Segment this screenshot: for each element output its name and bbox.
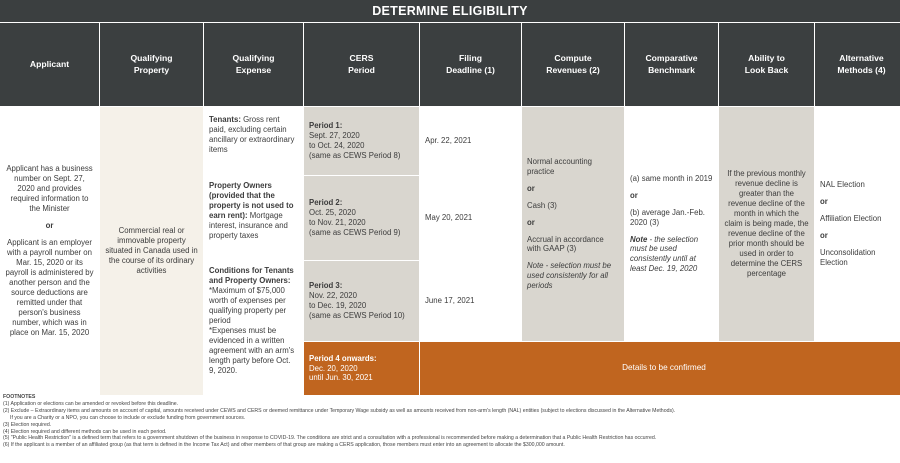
deadline-period-2: May 20, 2021 — [420, 176, 521, 260]
tenants-text: Gross rent paid, excluding certain ancil… — [209, 115, 295, 154]
revenues-option-1: Normal accounting practice — [527, 156, 593, 176]
period-1-label: Period 1: — [309, 121, 343, 131]
period-4: Period 4 onwards: Dec. 20, 2020 until Jun… — [304, 342, 419, 395]
footnote-5: (5) "Public Health Restriction" is a def… — [3, 435, 657, 442]
footnote-2-continued: If you are a Charity or a NPO, you can c… — [10, 414, 246, 421]
header-cers-period: CERS Period — [304, 23, 419, 106]
benchmark-option-b: (b) average Jan.-Feb. 2020 (3) — [630, 207, 705, 227]
period-3: Period 3: Nov. 22, 2020 to Dec. 19, 2020 … — [304, 261, 419, 341]
conditions-text-1: *Maximum of $75,000 worth of expenses pe… — [209, 285, 287, 325]
footnote-6: (6) If the applicant is a member of an a… — [3, 442, 565, 449]
footnote-3: (3) Election required. — [3, 421, 52, 428]
revenues-option-3: Accrual in accordance with GAAP (3) — [527, 234, 604, 254]
revenues-option-2: Cash (3) — [527, 200, 557, 210]
benchmark-or: or — [630, 190, 638, 200]
header-ability-to-look-back: Ability to Look Back — [719, 23, 814, 106]
look-back-text: If the previous monthly revenue decline … — [724, 169, 809, 278]
header-qualifying-property: Qualifying Property — [100, 23, 203, 106]
revenues-cell: Normal accounting practice or Cash (3) o… — [522, 107, 624, 341]
expense-tenants: Tenants: Gross rent paid, excluding cert… — [204, 107, 303, 175]
alt-method-2: Affiliation Election — [820, 214, 882, 224]
owners-text: Mortgage interest, insurance and propert… — [209, 210, 288, 240]
applicant-criterion-2: Applicant is an employer with a payroll … — [5, 238, 94, 337]
period-2-dates: Oct. 25, 2020 to Nov. 21, 2020 (same as … — [309, 208, 401, 237]
period-2: Period 2: Oct. 25, 2020 to Nov. 21, 2020 … — [304, 176, 419, 260]
page-title: DETERMINE ELIGIBILITY — [0, 0, 900, 22]
alt-methods-or-1: or — [820, 197, 828, 207]
period-1: Period 1: Sept. 27, 2020 to Oct. 24, 2020… — [304, 107, 419, 175]
header-alternative-methods: Alternative Methods (4) — [815, 23, 900, 106]
owners-label: Property Owners (provided that the prope… — [209, 181, 294, 220]
deadline-period-3: June 17, 2021 — [420, 261, 521, 341]
footnote-4: (4) Election required and different meth… — [3, 428, 167, 435]
tenants-label: Tenants: — [209, 115, 241, 124]
period-2-label: Period 2: — [309, 198, 343, 208]
header-qualifying-expense: Qualifying Expense — [204, 23, 303, 106]
deadline-period-1: Apr. 22, 2021 — [420, 107, 521, 175]
details-tbc: Details to be confirmed — [420, 342, 900, 395]
look-back-cell: If the previous monthly revenue decline … — [719, 107, 814, 341]
revenues-or-2: or — [527, 217, 535, 227]
eligibility-table: Applicant Qualifying Property Qualifying… — [0, 23, 900, 395]
benchmark-option-a: (a) same month in 2019 — [630, 173, 713, 183]
period-1-dates: Sept. 27, 2020 to Oct. 24, 2020 (same as… — [309, 131, 401, 160]
applicant-criterion-1: Applicant has a business number on Sept.… — [6, 164, 93, 214]
revenues-or-1: or — [527, 183, 535, 193]
period-4-label: Period 4 onwards: — [309, 353, 377, 363]
expense-owners: Property Owners (provided that the prope… — [204, 176, 303, 260]
applicant-or: or — [45, 221, 54, 231]
alt-method-1: NAL Election — [820, 180, 865, 190]
property-cell: Commercial real or immovable property si… — [100, 107, 203, 395]
revenues-note: Note - selection must be used consistent… — [527, 261, 612, 291]
benchmark-note-label: Note — [630, 234, 648, 244]
conditions-text-2: *Expenses must be evidenced in a written… — [209, 325, 295, 375]
applicant-cell: Applicant has a business number on Sept.… — [0, 107, 99, 395]
alt-methods-cell: NAL Election or Affiliation Election or … — [815, 107, 900, 341]
header-comparative-benchmark: Comparative Benchmark — [625, 23, 718, 106]
footnotes: FOOTNOTES (1) Application or elections c… — [3, 394, 898, 449]
header-applicant: Applicant — [0, 23, 99, 106]
period-3-label: Period 3: — [309, 281, 343, 291]
header-compute-revenues: Compute Revenues (2) — [522, 23, 624, 106]
footnote-2: (2) Exclude – Extraordinary items and am… — [3, 407, 676, 414]
conditions-label: Conditions for Tenants and Property Owne… — [209, 266, 294, 285]
benchmark-cell: (a) same month in 2019 or (b) average Ja… — [625, 107, 718, 341]
footnote-1: (1) Application or elections can be amen… — [3, 400, 179, 407]
property-description: Commercial real or immovable property si… — [105, 226, 198, 275]
period-3-dates: Nov. 22, 2020 to Dec. 19, 2020 (same as … — [309, 291, 405, 320]
expense-conditions: Conditions for Tenants and Property Owne… — [204, 261, 303, 395]
alt-methods-or-2: or — [820, 231, 828, 240]
period-4-dates: Dec. 20, 2020 until Jun. 30, 2021 — [309, 363, 373, 383]
alt-method-3: Unconsolidation Election — [820, 247, 876, 267]
footnotes-title: FOOTNOTES — [3, 394, 36, 400]
header-filing-deadline: Filing Deadline (1) — [420, 23, 521, 106]
benchmark-note-text: - the selection must be used consistentl… — [630, 234, 699, 274]
